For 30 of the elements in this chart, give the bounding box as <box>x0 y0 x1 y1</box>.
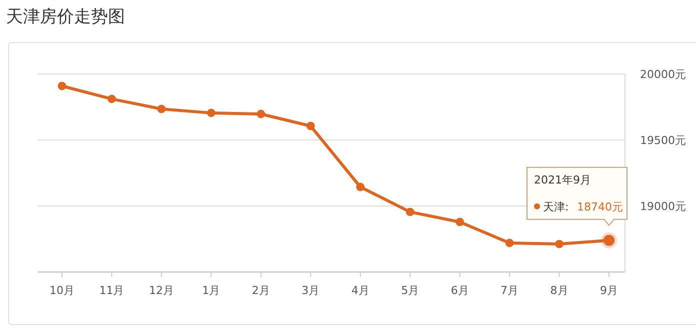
chart-title: 天津房价走势图 <box>6 7 125 27</box>
point <box>306 122 315 130</box>
annotation: 2021年9月 <box>534 173 591 186</box>
point <box>456 218 464 226</box>
point <box>555 240 564 248</box>
x-tick-label: 9月 <box>600 284 618 297</box>
legend-label: 天津: <box>543 200 569 214</box>
x-tick-label: 5月 <box>401 284 420 297</box>
point <box>356 182 365 192</box>
y-tick-label: 19000元 <box>640 200 686 213</box>
x-tick-label: 1月 <box>202 284 220 297</box>
x-tick-label: 8月 <box>550 284 568 297</box>
y-tick-label: 20000元 <box>640 68 686 81</box>
point <box>406 208 414 216</box>
x-tick-label: 6月 <box>450 284 469 297</box>
point <box>58 82 66 90</box>
point <box>108 94 116 104</box>
y-tick-label: 19500元 <box>640 134 686 147</box>
x-tick-label: 12月 <box>148 284 174 297</box>
point <box>256 110 266 118</box>
point <box>505 238 514 248</box>
point <box>157 104 166 114</box>
x-tick-label: 11月 <box>99 284 124 297</box>
x-tick-label: 2月 <box>252 284 270 297</box>
point <box>206 108 216 118</box>
x-tick-label: 4月 <box>351 284 370 297</box>
x-tick-label: 10月 <box>50 284 74 297</box>
x-tick-label: 7月 <box>500 284 519 297</box>
x-tick-label: 3月 <box>302 284 320 297</box>
data-label: 18740元 <box>577 200 623 214</box>
